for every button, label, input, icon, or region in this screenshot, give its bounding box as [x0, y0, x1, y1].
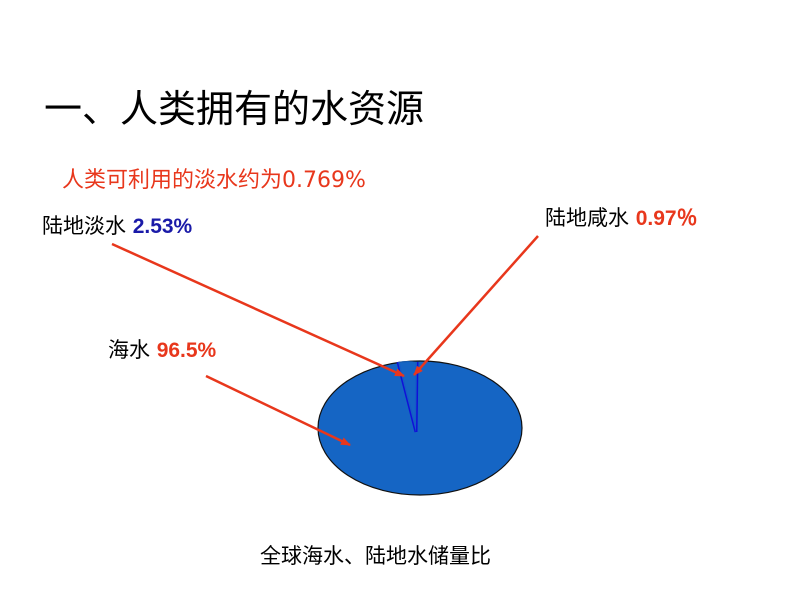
- slice-seawater: [317, 360, 523, 496]
- usable-freshwater-note: 人类可利用的淡水约为0.769%: [62, 168, 366, 193]
- label-land-freshwater-name: 陆地淡水: [42, 214, 126, 238]
- chart-caption: 全球海水、陆地水储量比: [260, 544, 491, 568]
- arrow-land-freshwater: [111, 242, 405, 378]
- arrow-land-saltwater: [413, 235, 539, 376]
- page-title: 一、人类拥有的水资源: [44, 87, 425, 131]
- arrow-seawater: [205, 374, 351, 447]
- label-land-saltwater: 陆地咸水 0.97％: [545, 202, 698, 232]
- label-seawater-value: 96.5%: [156, 339, 217, 362]
- label-land-freshwater-value: 2.53%: [132, 215, 193, 238]
- slice-land-water: [398, 361, 417, 432]
- label-land-freshwater: 陆地淡水 2.53%: [42, 210, 192, 240]
- label-seawater-name: 海水: [108, 338, 150, 362]
- label-land-saltwater-value: 0.97％: [635, 207, 698, 230]
- label-land-saltwater-name: 陆地咸水: [545, 206, 629, 230]
- label-seawater: 海水 96.5%: [108, 334, 216, 364]
